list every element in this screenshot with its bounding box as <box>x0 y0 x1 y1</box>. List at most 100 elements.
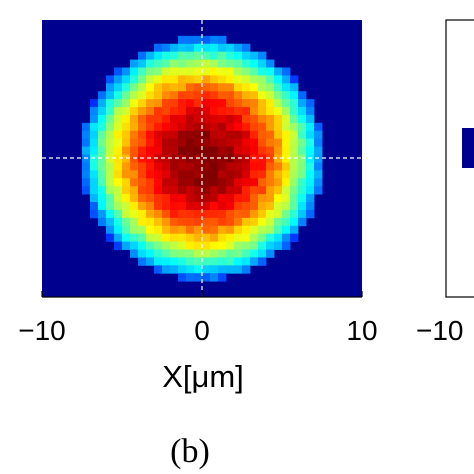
heatmap-cell <box>154 249 163 258</box>
heatmap-cell <box>314 162 323 171</box>
heatmap-cell <box>90 162 99 171</box>
heatmap-cell <box>226 154 235 163</box>
heatmap-cell <box>306 138 315 148</box>
heatmap-cell <box>274 75 283 84</box>
heatmap-cell <box>210 114 219 124</box>
heatmap-cell <box>138 249 147 258</box>
heatmap-cell <box>298 186 307 195</box>
heatmap-cell <box>130 162 139 171</box>
heatmap-cell <box>306 122 315 132</box>
heatmap-cell <box>306 186 315 195</box>
heatmap-cell <box>282 130 291 140</box>
heatmap-cell <box>234 162 243 171</box>
heatmap-cell <box>170 59 179 68</box>
heatmap-cell <box>210 138 219 148</box>
heatmap-cell <box>234 67 243 76</box>
heatmap-cell <box>114 99 123 108</box>
heatmap-cell <box>98 146 107 155</box>
heatmap-cell <box>138 257 147 266</box>
heatmap-cell <box>314 130 323 140</box>
heatmap-cell <box>218 99 227 108</box>
heatmap-cell <box>98 217 107 227</box>
heatmap-cell <box>234 138 243 148</box>
heatmap-cell <box>266 194 275 203</box>
heatmap-cell <box>234 233 243 242</box>
heatmap-cell <box>226 146 235 155</box>
heatmap-cell <box>170 75 179 84</box>
heatmap-cell <box>114 162 123 171</box>
heatmap-cell <box>170 107 179 116</box>
heatmap-cell <box>170 257 179 266</box>
heatmap-cell <box>186 146 195 155</box>
heatmap-cell <box>154 217 163 227</box>
heatmap-cell <box>162 59 171 68</box>
heatmap-cell <box>146 257 155 266</box>
heatmap-cell <box>154 67 163 76</box>
heatmap-cell <box>162 122 171 132</box>
heatmap-cell <box>274 91 283 100</box>
heatmap-cell <box>202 186 211 195</box>
heatmap-cell <box>130 217 139 227</box>
x-tick-label-right: 10 <box>346 315 377 346</box>
heatmap-cell <box>202 202 211 211</box>
heatmap-cell <box>154 75 163 84</box>
heatmap-cell <box>266 217 275 227</box>
heatmap-cell <box>218 114 227 124</box>
heatmap-cell <box>218 202 227 211</box>
heatmap-cell <box>202 154 211 163</box>
heatmap-cell <box>242 67 251 76</box>
heatmap-cell <box>146 241 155 250</box>
heatmap-cell <box>114 130 123 140</box>
heatmap-cell <box>98 154 107 163</box>
heatmap-cell <box>226 162 235 171</box>
heatmap-cell <box>146 170 155 179</box>
heatmap-cell <box>226 67 235 76</box>
heatmap-cell <box>242 43 251 53</box>
heatmap-cell <box>186 83 195 92</box>
heatmap-cell <box>218 154 227 163</box>
heatmap-cell <box>186 130 195 140</box>
heatmap-cell <box>146 138 155 148</box>
heatmap-cell <box>130 130 139 140</box>
heatmap-cell <box>82 170 91 179</box>
heatmap-cell <box>186 162 195 171</box>
heatmap-cell <box>266 91 275 100</box>
heatmap-cell <box>106 225 115 235</box>
heatmap-cell <box>162 241 171 250</box>
heatmap-cell <box>138 209 147 219</box>
heatmap-cell <box>154 130 163 140</box>
heatmap-cell <box>210 162 219 171</box>
heatmap-cell <box>226 241 235 250</box>
heatmap-cell <box>114 138 123 148</box>
heatmap-cell <box>250 233 259 242</box>
heatmap-cell <box>178 146 187 155</box>
heatmap-cell <box>162 51 171 60</box>
heatmap-cell <box>154 265 163 274</box>
heatmap-cell <box>266 107 275 116</box>
heatmap-cell <box>154 241 163 250</box>
heatmap-cell <box>146 91 155 100</box>
heatmap-cell <box>138 99 147 108</box>
heatmap-cell <box>194 186 203 195</box>
heatmap-cell <box>170 209 179 219</box>
heatmap-cell <box>282 233 291 242</box>
heatmap-cell <box>282 241 291 250</box>
heatmap-cell <box>234 114 243 124</box>
heatmap-cell <box>146 209 155 219</box>
heatmap-cell <box>194 43 203 53</box>
heatmap-cell <box>194 273 203 282</box>
heatmap-cell <box>226 83 235 92</box>
heatmap-cell <box>210 257 219 266</box>
heatmap-cell <box>178 99 187 108</box>
heatmap-cell <box>98 162 107 171</box>
heatmap-cell <box>274 209 283 219</box>
heatmap-cell <box>250 194 259 203</box>
heatmap-cell <box>314 154 323 163</box>
heatmap-cell <box>154 162 163 171</box>
heatmap-cell <box>186 122 195 132</box>
heatmap-cell <box>130 122 139 132</box>
heatmap-cell <box>122 186 131 195</box>
heatmap-cell <box>154 122 163 132</box>
heatmap-cell <box>90 146 99 155</box>
heatmap-cell <box>186 209 195 219</box>
